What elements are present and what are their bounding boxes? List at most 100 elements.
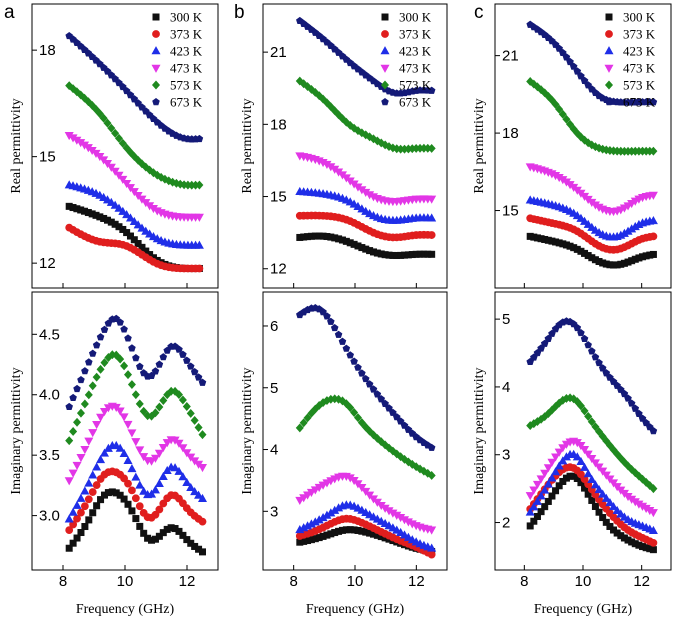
data-point: [128, 344, 136, 352]
data-point: [88, 381, 97, 391]
y-tick-label: 12: [39, 255, 56, 272]
data-point: [68, 507, 78, 516]
data-point: [69, 520, 78, 529]
data-point: [147, 457, 157, 466]
data-point: [122, 179, 132, 189]
data-point: [584, 341, 592, 349]
data-point: [584, 138, 593, 148]
data-point: [540, 485, 550, 494]
data-point: [150, 485, 160, 494]
data-point: [559, 48, 567, 57]
data-point: [114, 171, 124, 180]
y-tick-label: 4.5: [39, 326, 60, 343]
y-tick-label: 4: [270, 442, 278, 459]
series-373K: [65, 467, 207, 535]
data-point: [92, 372, 101, 382]
data-point: [125, 213, 135, 222]
series-423K: [64, 440, 208, 523]
data-point: [547, 458, 557, 467]
data-point: [627, 399, 636, 407]
data-point: [583, 469, 593, 478]
data-point: [106, 163, 116, 172]
data-point: [134, 99, 142, 107]
data-point: [295, 76, 304, 86]
data-point: [84, 495, 93, 504]
data-point: [127, 429, 137, 438]
data-point: [350, 408, 359, 417]
data-point: [194, 490, 204, 499]
data-point: [566, 119, 575, 129]
series-473K: [525, 163, 658, 217]
data-point: [649, 250, 657, 258]
data-point: [576, 132, 585, 142]
data-point: [649, 484, 658, 494]
data-point: [155, 532, 163, 540]
data-point: [131, 390, 140, 400]
data-point: [99, 448, 109, 457]
data-point: [591, 422, 600, 432]
data-point: [319, 308, 327, 316]
data-point: [139, 406, 148, 416]
data-point: [591, 502, 599, 510]
data-point: [175, 527, 183, 535]
data-point: [72, 87, 81, 97]
data-point: [295, 496, 305, 506]
data-point: [330, 323, 339, 332]
data-point: [365, 426, 374, 436]
data-point: [353, 413, 362, 423]
data-point: [178, 444, 188, 453]
panel-a-real: 12 15 18 Real permittivity 300 K 373 K 423 K 47…: [9, 3, 219, 289]
data-point: [81, 523, 89, 531]
data-point: [155, 505, 164, 514]
y-tick-label: 15: [39, 149, 56, 166]
data-point: [119, 82, 127, 91]
data-point: [127, 464, 137, 473]
y-tick-label: 4.0: [39, 387, 60, 404]
data-point: [609, 502, 619, 511]
data-point: [151, 510, 160, 519]
data-point: [598, 489, 608, 498]
data-point: [73, 384, 81, 393]
data-point: [569, 62, 578, 70]
data-point: [319, 94, 328, 104]
data-point: [159, 499, 168, 508]
legend-marker: [151, 46, 161, 55]
legend-label: 673 K: [399, 95, 432, 110]
data-point: [158, 444, 168, 453]
data-point: [624, 394, 632, 402]
data-point: [547, 473, 557, 482]
data-point: [649, 427, 658, 435]
data-point: [179, 531, 187, 539]
data-point: [131, 438, 141, 447]
data-point: [365, 380, 374, 388]
legend: 300 K 373 K 423 K 473 K 573 K 673 K: [151, 10, 203, 110]
data-point: [178, 472, 188, 481]
data-point: [558, 456, 568, 465]
data-point: [99, 113, 108, 123]
data-point: [89, 509, 97, 517]
data-point: [142, 107, 150, 115]
data-point: [195, 180, 204, 190]
y-tick-label: 3: [270, 503, 278, 520]
data-point: [138, 243, 146, 251]
data-point: [103, 118, 112, 128]
data-point: [114, 203, 124, 212]
data-point: [120, 474, 128, 483]
legend-marker: [604, 46, 614, 55]
data-point: [573, 67, 582, 75]
data-point: [80, 399, 89, 409]
data-point: [588, 347, 596, 355]
data-point: [135, 446, 145, 455]
data-point: [554, 461, 564, 470]
data-point: [111, 128, 120, 138]
y-tick-label: 21: [502, 48, 519, 65]
data-point: [558, 444, 568, 453]
data-point: [584, 490, 592, 498]
data-point: [194, 373, 203, 381]
data-point: [580, 446, 590, 455]
series-300K: [65, 488, 207, 556]
x-tick-label: 10: [575, 573, 592, 590]
legend-label: 373 K: [623, 27, 656, 42]
data-point: [648, 509, 658, 518]
data-point: [88, 470, 98, 479]
